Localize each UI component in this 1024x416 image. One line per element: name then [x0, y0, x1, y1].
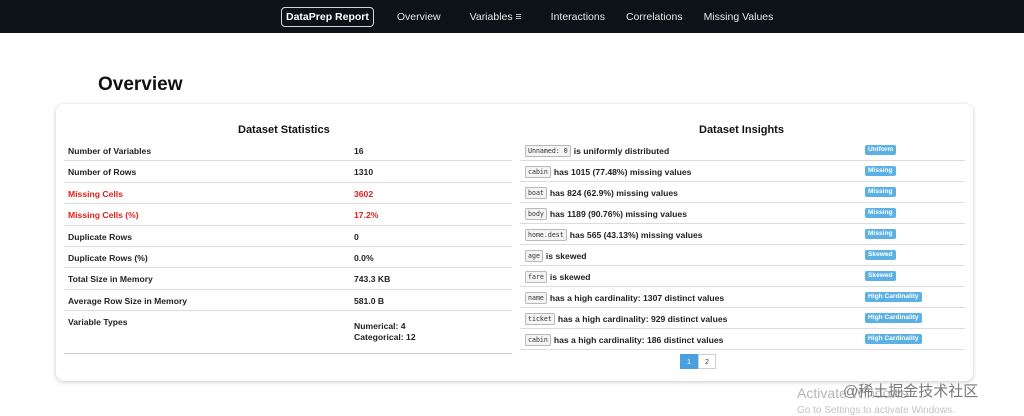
stat-label: Missing Cells — [68, 188, 123, 199]
stat-value: 1310 — [354, 167, 374, 178]
stat-label: Number of Rows — [68, 167, 137, 178]
insight-row: cabin has a high cardinality: 186 distinc… — [520, 329, 965, 350]
insight-badge[interactable]: High Cardinality — [865, 313, 922, 323]
column-code[interactable]: home.dest — [525, 229, 567, 241]
column-code[interactable]: age — [525, 250, 543, 262]
nav-correlations[interactable]: Correlations — [625, 11, 683, 23]
stat-value: 743.3 KB — [354, 274, 391, 285]
nav-interactions[interactable]: Interactions — [550, 11, 605, 23]
insight-text: is skewed — [549, 272, 591, 282]
nav-missing-values[interactable]: Missing Values — [703, 11, 774, 23]
column-code[interactable]: Unnamed: 0 — [525, 145, 571, 157]
stat-value: 0 — [354, 231, 359, 242]
insight-badge[interactable]: Missing — [865, 166, 896, 176]
overview-card: Dataset Statistics Dataset Insights Numb… — [56, 104, 973, 381]
insight-badge[interactable]: Missing — [865, 187, 896, 197]
brand-button[interactable]: DataPrep Report — [281, 7, 374, 27]
insight-text: is skewed — [545, 251, 587, 261]
insight-row: home.dest has 565 (43.13%) missing values… — [520, 224, 965, 245]
insight-badge[interactable]: Missing — [865, 208, 896, 218]
page-title: Overview — [98, 74, 183, 95]
insight-text: has a high cardinality: 1307 distinct va… — [549, 293, 725, 303]
insight-text: has 1189 (90.76%) missing values — [549, 209, 687, 219]
insight-badge[interactable]: High Cardinality — [865, 292, 922, 302]
insight-row: name has a high cardinality: 1307 distinc… — [520, 287, 965, 308]
insight-text: has 1015 (77.48%) missing values — [553, 167, 692, 177]
insights-title: Dataset Insights — [699, 124, 784, 136]
column-code[interactable]: body — [525, 208, 547, 220]
insight-row: fare is skewed Skewed — [520, 266, 965, 287]
nav-overview[interactable]: Overview — [396, 11, 441, 23]
insights-list: Unnamed: 0 is uniformly distributed Unifo… — [520, 140, 965, 350]
column-code[interactable]: name — [525, 292, 547, 304]
stat-value: 0.0% — [354, 252, 374, 263]
page-button-2[interactable]: 2 — [698, 354, 716, 369]
stat-label: Number of Variables — [68, 146, 152, 156]
stat-label: Missing Cells (%) — [68, 210, 139, 221]
stat-value: 16 — [354, 146, 364, 156]
stat-row-variable-types: Variable Types Numerical: 4 Categorical:… — [64, 311, 512, 355]
top-navbar: DataPrep Report Overview Variables ≡ Int… — [0, 0, 1024, 33]
insight-row: cabin has 1015 (77.48%) missing values Mi… — [520, 161, 965, 182]
stat-row-warning: Missing Cells 3602 — [64, 183, 512, 205]
insight-badge[interactable]: Skewed — [865, 271, 896, 281]
stat-value: 17.2% — [354, 210, 379, 221]
insight-badge[interactable]: High Cardinality — [865, 334, 922, 344]
stat-value: 581.0 B — [354, 295, 385, 306]
column-code[interactable]: fare — [525, 271, 547, 283]
nav-links: DataPrep Report Overview Variables ≡ Int… — [281, 7, 773, 27]
activate-windows-subtext: Go to Settings to activate Windows. — [797, 405, 955, 416]
stat-label: Duplicate Rows (%) — [68, 252, 148, 263]
insight-row: body has 1189 (90.76%) missing values Mis… — [520, 203, 965, 224]
stat-row: Number of Variables 16 — [64, 140, 512, 162]
insight-badge[interactable]: Skewed — [865, 250, 896, 260]
stat-row: Total Size in Memory 743.3 KB — [64, 268, 512, 290]
stat-label: Duplicate Rows — [68, 231, 132, 242]
insight-text: is uniformly distributed — [573, 146, 670, 156]
insight-text: has a high cardinality: 186 distinct val… — [553, 335, 724, 345]
insight-row: boat has 824 (62.9%) missing values Missi… — [520, 182, 965, 203]
stat-label: Average Row Size in Memory — [68, 295, 188, 306]
insight-badge[interactable]: Missing — [865, 229, 896, 239]
insight-text: has 565 (43.13%) missing values — [569, 230, 703, 240]
stat-row: Number of Rows 1310 — [64, 161, 512, 183]
insight-row: ticket has a high cardinality: 929 distin… — [520, 308, 965, 329]
categorical-count: Categorical: 12 — [354, 332, 416, 343]
site-watermark: @稀土掘金技术社区 — [843, 383, 979, 400]
column-code[interactable]: cabin — [525, 166, 551, 178]
stat-row: Average Row Size in Memory 581.0 B — [64, 290, 512, 312]
column-code[interactable]: ticket — [525, 313, 555, 325]
insight-badge[interactable]: Uniform — [865, 145, 897, 155]
numerical-count: Numerical: 4 — [354, 321, 406, 332]
insight-text: has 824 (62.9%) missing values — [549, 188, 678, 198]
column-code[interactable]: boat — [525, 187, 547, 199]
insights-pagination: 1 2 — [680, 354, 716, 369]
stat-value: 3602 — [354, 188, 374, 199]
stat-row: Duplicate Rows 0 — [64, 226, 512, 247]
stat-row-warning: Missing Cells (%) 17.2% — [64, 204, 512, 226]
insight-text: has a high cardinality: 929 distinct val… — [557, 314, 728, 324]
insight-row: age is skewed Skewed — [520, 245, 965, 266]
page-button-1[interactable]: 1 — [680, 354, 698, 369]
stat-row: Duplicate Rows (%) 0.0% — [64, 247, 512, 269]
activate-windows-watermark: Activate Windows — [797, 385, 908, 401]
stat-label: Total Size in Memory — [68, 274, 153, 285]
stat-value-types: Numerical: 4 Categorical: 12 — [354, 321, 416, 343]
nav-variables-menu[interactable]: Variables ≡ — [469, 11, 522, 23]
stat-label: Variable Types — [68, 317, 128, 328]
insight-row: Unnamed: 0 is uniformly distributed Unifo… — [520, 140, 965, 161]
column-code[interactable]: cabin — [525, 334, 551, 346]
stats-table: Number of Variables 16 Number of Rows 13… — [64, 140, 512, 355]
stats-title: Dataset Statistics — [238, 124, 330, 136]
